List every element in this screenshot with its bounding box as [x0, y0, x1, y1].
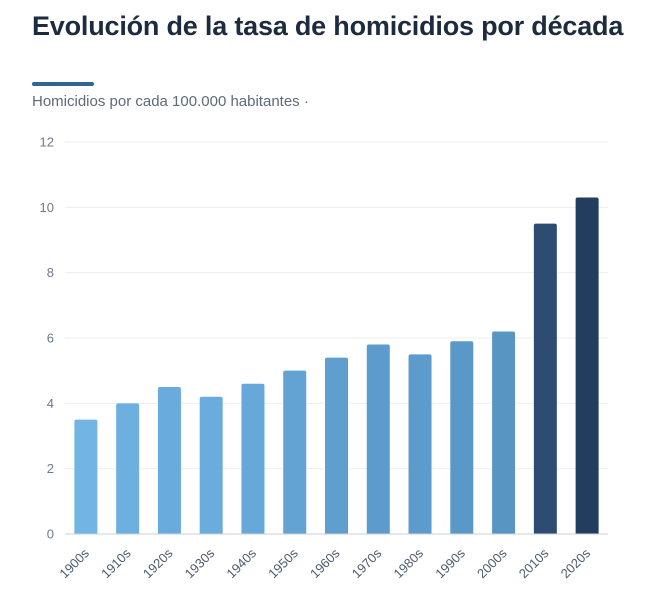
y-tick-label: 4 [47, 396, 54, 411]
bar-1920s [157, 387, 181, 534]
x-tick-label: 1950s [265, 545, 301, 581]
bar-2000s [492, 331, 516, 534]
bar-1940s [241, 383, 265, 534]
x-tick-label: 1900s [56, 545, 92, 581]
chart-subtitle: Homicidios por cada 100.000 habitantes · [32, 93, 309, 110]
y-tick-label: 0 [47, 527, 54, 542]
y-axis-ticks: 0 2 4 6 8 10 12 [40, 135, 54, 542]
y-tick-label: 12 [40, 135, 54, 150]
bar-1950s [283, 370, 307, 534]
y-tick-label: 6 [47, 331, 54, 346]
bar-1960s [325, 357, 348, 534]
x-tick-label: 1980s [391, 545, 427, 581]
x-tick-label: 1920s [140, 545, 176, 581]
y-tick-label: 10 [40, 200, 54, 215]
x-tick-label: 1990s [432, 545, 468, 581]
x-axis-ticks: 1900s 1910s 1920s 1930s 1940s 1950s 1960s 1970s… [56, 545, 593, 581]
y-tick-label: 8 [47, 265, 54, 280]
bars [74, 197, 599, 535]
bar-2020s [575, 197, 599, 535]
bar-2010s [533, 223, 557, 534]
bar-1970s [366, 344, 390, 534]
x-tick-label: 2020s [558, 545, 594, 581]
title-underline [32, 82, 94, 86]
chart-title: Evolución de la tasa de homicidios por d… [32, 11, 624, 41]
bar-1990s [450, 341, 474, 534]
x-tick-label: 1940s [223, 545, 259, 581]
x-tick-label: 1970s [349, 545, 385, 581]
x-tick-label: 1960s [307, 545, 343, 581]
x-tick-label: 1930s [182, 545, 218, 581]
x-tick-label: 1910s [98, 545, 134, 581]
y-tick-label: 2 [47, 461, 54, 476]
bar-1930s [199, 396, 223, 534]
bar-1980s [408, 354, 432, 534]
bar-1900s [74, 419, 98, 534]
bar-1910s [116, 403, 140, 534]
x-tick-label: 2010s [516, 545, 552, 581]
x-tick-label: 2000s [474, 545, 510, 581]
